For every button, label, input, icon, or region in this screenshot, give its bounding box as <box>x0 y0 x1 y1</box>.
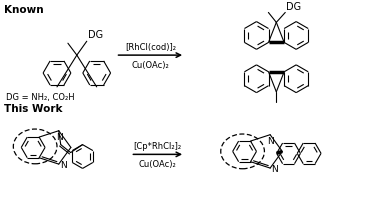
Text: N: N <box>271 164 278 173</box>
Text: This Work: This Work <box>5 103 63 113</box>
Text: DG: DG <box>286 2 302 12</box>
Text: [RhCl(cod)]₂: [RhCl(cod)]₂ <box>125 43 176 52</box>
Text: N: N <box>56 132 63 141</box>
Text: N: N <box>60 160 67 169</box>
Text: N: N <box>267 136 274 145</box>
Text: Cu(OAc)₂: Cu(OAc)₂ <box>131 61 169 70</box>
Text: DG = NH₂, CO₂H: DG = NH₂, CO₂H <box>6 92 75 101</box>
Text: Cu(OAc)₂: Cu(OAc)₂ <box>139 160 177 168</box>
Text: Known: Known <box>5 4 44 14</box>
Text: DG: DG <box>88 30 103 40</box>
Text: [Cp*RhCl₂]₂: [Cp*RhCl₂]₂ <box>133 142 182 151</box>
